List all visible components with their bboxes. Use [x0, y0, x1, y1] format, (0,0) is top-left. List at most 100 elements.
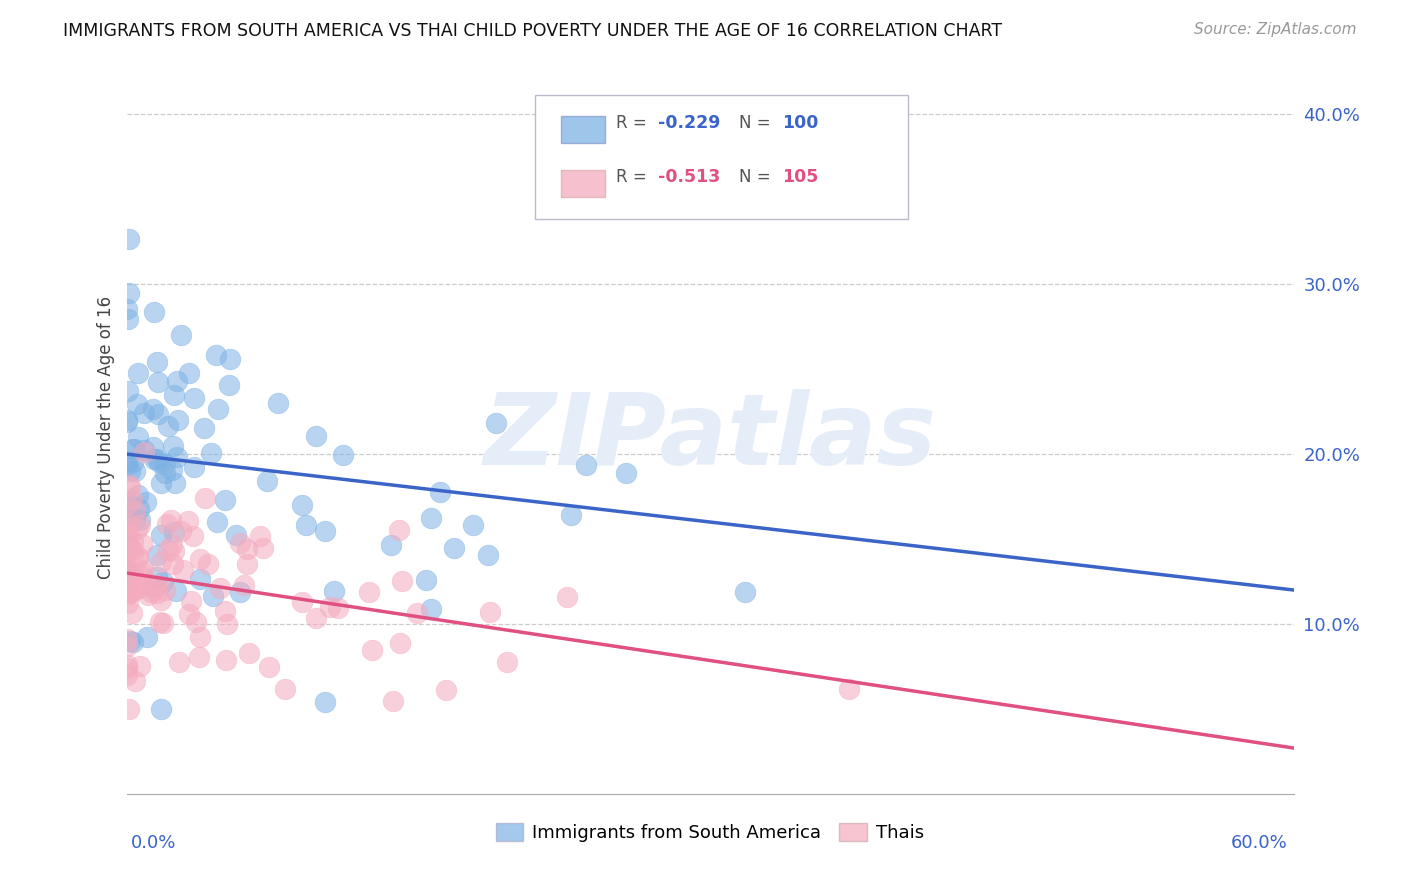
Point — [257, 659, 280, 673]
Text: Source: ZipAtlas.com: Source: ZipAtlas.com — [1194, 22, 1357, 37]
Point — [115, 500, 138, 514]
Point — [318, 600, 340, 615]
Point — [838, 682, 860, 697]
Point — [115, 458, 138, 472]
Point — [122, 544, 145, 558]
Y-axis label: Child Poverty Under the Age of 16: Child Poverty Under the Age of 16 — [97, 295, 115, 579]
Point — [149, 528, 172, 542]
Point — [120, 574, 142, 589]
Point — [127, 430, 149, 444]
Point — [463, 518, 485, 533]
Point — [146, 586, 169, 600]
Point — [166, 374, 188, 388]
Point — [186, 615, 208, 629]
Point — [429, 484, 451, 499]
Point — [193, 420, 215, 434]
Point — [202, 589, 225, 603]
Text: -0.229: -0.229 — [658, 114, 720, 132]
Point — [214, 604, 236, 618]
Point — [141, 584, 163, 599]
Point — [115, 562, 138, 576]
Legend: Immigrants from South America, Thais: Immigrants from South America, Thais — [489, 815, 931, 849]
Point — [273, 681, 295, 696]
Point — [141, 402, 163, 417]
Point — [124, 674, 146, 689]
Point — [218, 378, 240, 392]
Point — [122, 582, 145, 597]
Point — [115, 301, 138, 316]
Point — [215, 653, 238, 667]
Point — [194, 491, 217, 506]
Point — [219, 352, 242, 367]
Text: 105: 105 — [782, 169, 818, 186]
Point — [146, 452, 169, 467]
Point — [229, 536, 252, 550]
Point — [314, 524, 336, 539]
Point — [209, 581, 232, 595]
Point — [214, 492, 236, 507]
Point — [207, 402, 229, 417]
Point — [157, 543, 180, 558]
Point — [128, 502, 150, 516]
Point — [115, 576, 138, 591]
Point — [188, 552, 211, 566]
Text: -0.513: -0.513 — [658, 169, 720, 186]
Point — [391, 574, 413, 588]
Point — [115, 498, 138, 512]
FancyBboxPatch shape — [534, 95, 908, 219]
Point — [160, 513, 183, 527]
Point — [197, 558, 219, 572]
Point — [117, 413, 139, 427]
Point — [120, 464, 142, 478]
Point — [419, 511, 441, 525]
Point — [115, 539, 138, 553]
Point — [162, 558, 184, 572]
Point — [170, 524, 193, 539]
Text: R =: R = — [616, 169, 651, 186]
Point — [132, 442, 155, 457]
Point — [163, 476, 186, 491]
Point — [406, 607, 429, 621]
Point — [205, 515, 228, 529]
Point — [115, 661, 138, 675]
Point — [122, 635, 145, 649]
Point — [305, 429, 328, 443]
Point — [125, 397, 148, 411]
Point — [117, 542, 139, 557]
Point — [131, 565, 153, 579]
Point — [124, 512, 146, 526]
Point — [357, 584, 380, 599]
Point — [149, 615, 172, 630]
Point — [117, 508, 139, 522]
Point — [146, 570, 169, 584]
Point — [560, 508, 582, 522]
Point — [115, 566, 138, 581]
FancyBboxPatch shape — [561, 169, 605, 197]
Point — [129, 658, 152, 673]
Point — [121, 585, 143, 599]
Point — [291, 498, 314, 512]
Point — [120, 634, 142, 648]
Point — [477, 548, 499, 562]
Point — [267, 395, 290, 409]
Point — [217, 617, 239, 632]
Point — [118, 478, 141, 492]
Point — [256, 474, 278, 488]
FancyBboxPatch shape — [561, 116, 605, 143]
Point — [115, 455, 138, 469]
Point — [415, 573, 437, 587]
Point — [131, 537, 153, 551]
Point — [115, 521, 138, 535]
Point — [146, 407, 169, 421]
Point — [142, 451, 165, 466]
Point — [176, 514, 198, 528]
Point — [117, 384, 139, 399]
Point — [115, 657, 138, 672]
Point — [125, 522, 148, 536]
Point — [124, 464, 146, 478]
Point — [160, 538, 183, 552]
Point — [141, 580, 163, 594]
Point — [314, 695, 336, 709]
Point — [136, 630, 159, 644]
Point — [127, 488, 149, 502]
